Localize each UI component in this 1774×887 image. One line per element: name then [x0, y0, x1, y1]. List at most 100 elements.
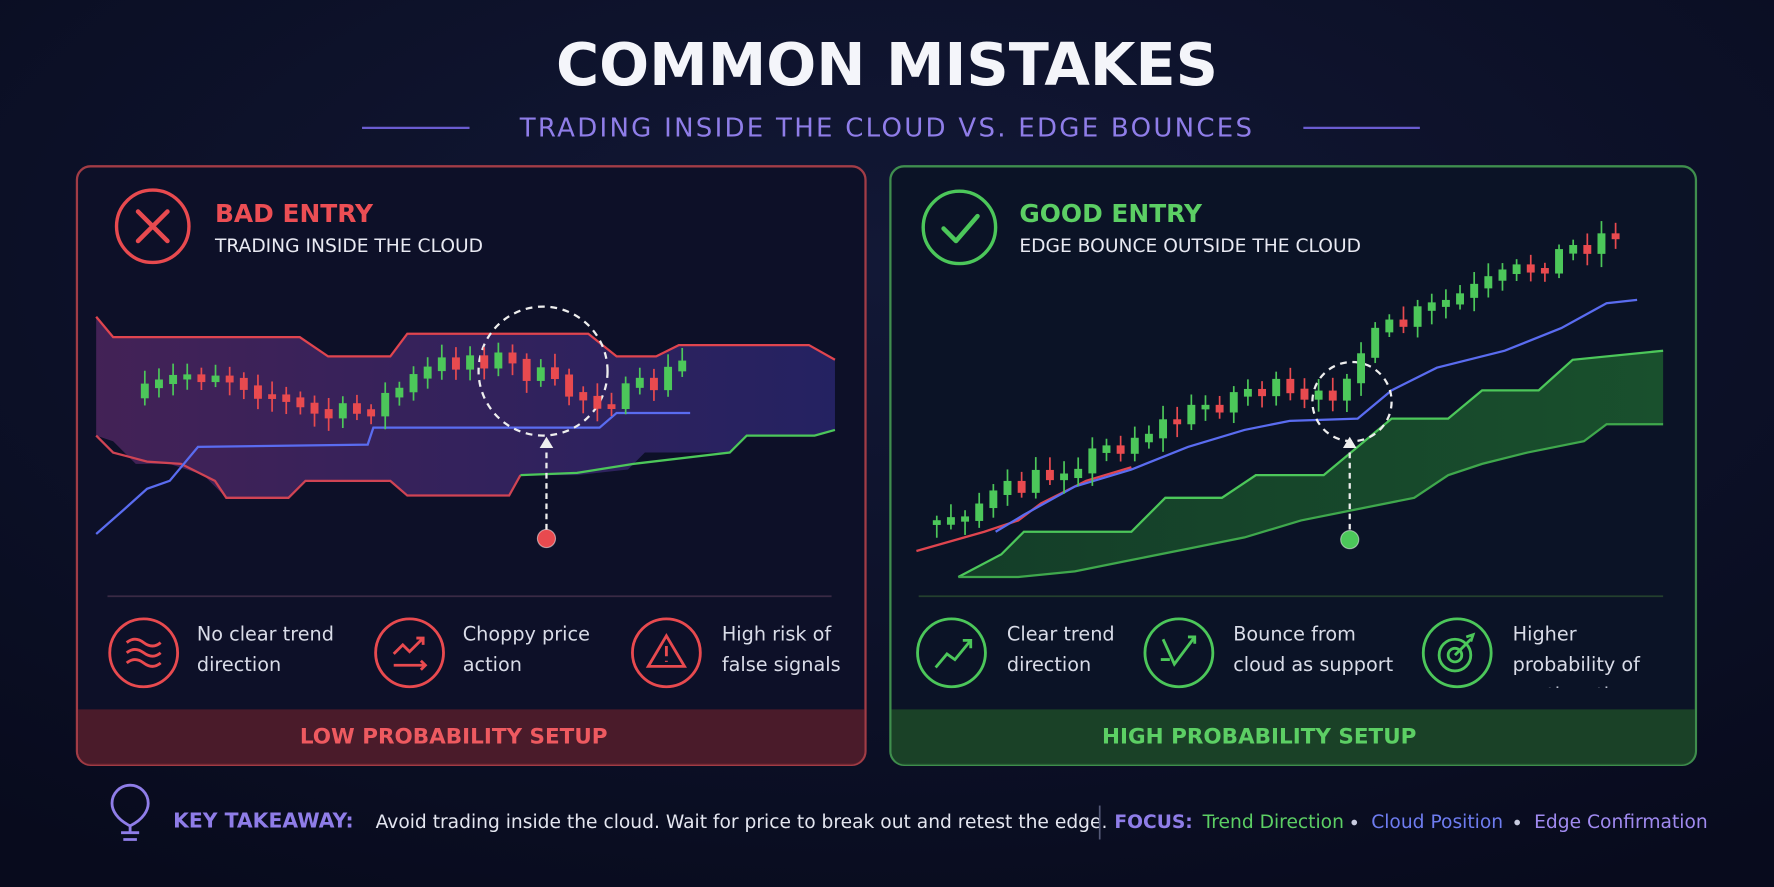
highlight [477, 305, 609, 437]
candle [1371, 327, 1380, 358]
candle [678, 360, 687, 372]
candle [565, 374, 574, 397]
candle [1540, 268, 1549, 274]
candle [946, 517, 955, 525]
base-line [95, 411, 691, 535]
point: Choppy price action [463, 623, 590, 676]
panel-subtitle: EDGE BOUNCE OUTSIDE THE CLOUD [1019, 236, 1361, 257]
candle [1130, 437, 1139, 454]
candle [536, 367, 545, 381]
candle [1498, 269, 1507, 281]
candle [211, 375, 220, 383]
candle [1272, 378, 1281, 397]
point: High risk of false signals [721, 623, 841, 677]
candle [1017, 480, 1026, 493]
pointer-head [539, 436, 554, 449]
candle [522, 358, 531, 381]
focus-label: FOCUS: [1114, 812, 1192, 833]
chart-bad [95, 305, 836, 549]
candle [466, 355, 475, 370]
candle [140, 383, 149, 399]
takeaway-label: KEY TAKEAWAY: [173, 808, 354, 832]
icon-trend [934, 638, 973, 669]
panel-label: BAD ENTRY [215, 199, 374, 228]
focus-item: Cloud Position [1371, 812, 1503, 833]
icon-bounce [1160, 635, 1197, 667]
base-line [995, 298, 1638, 533]
entry-dot [536, 528, 557, 549]
candle [975, 503, 984, 521]
focus-item: Edge Confirmation [1534, 812, 1708, 833]
icon-target [1437, 637, 1473, 673]
icon-warning [645, 633, 687, 668]
candle [253, 385, 262, 399]
candle [1229, 392, 1238, 413]
cloud-edge [95, 434, 522, 499]
candle [1187, 404, 1196, 425]
chart-good [916, 221, 1664, 579]
candle [1045, 469, 1054, 481]
icon-waves [125, 637, 162, 668]
candle [296, 397, 305, 408]
candle [550, 367, 559, 380]
candle [1470, 283, 1479, 298]
candle [338, 403, 347, 419]
candle [1215, 404, 1224, 413]
candle [1456, 293, 1465, 305]
icon-chop [392, 636, 428, 671]
candle [1427, 302, 1436, 311]
candle [1385, 319, 1394, 333]
candle [1102, 445, 1111, 453]
point-text: High risk of false signals [721, 623, 841, 677]
candle [183, 374, 192, 380]
candle [1328, 390, 1337, 401]
takeaway-text: Avoid trading inside the cloud. Wait for… [376, 812, 1108, 833]
candle [1286, 378, 1295, 394]
candle [1413, 306, 1422, 327]
candle [1031, 469, 1040, 493]
candle [1060, 473, 1069, 481]
candle [961, 516, 970, 522]
candle [607, 404, 616, 410]
candle [310, 402, 319, 414]
bulb [110, 783, 150, 833]
title: COMMON MISTAKES [556, 30, 1218, 99]
candle [1611, 233, 1620, 240]
candle [1003, 480, 1012, 495]
panel-label: GOOD ENTRY [1019, 199, 1203, 228]
candle [1399, 319, 1408, 327]
candle [1484, 276, 1493, 289]
check-icon [921, 189, 998, 266]
candle [1512, 264, 1521, 275]
candle [1173, 419, 1182, 425]
candle [1300, 388, 1309, 400]
candle [649, 377, 658, 391]
cloud-edge [957, 349, 1664, 579]
cloud [96, 316, 835, 498]
point-text: Higher probability of continuation [1512, 623, 1640, 687]
candle [1555, 249, 1563, 274]
candle [423, 366, 432, 379]
candle [1526, 264, 1535, 273]
candle [1201, 404, 1210, 410]
point-text: Clear trend direction [1006, 623, 1115, 677]
candle [1314, 390, 1323, 400]
x-icon [114, 188, 191, 265]
candle [1258, 388, 1267, 397]
point-text: No clear trend direction [196, 623, 334, 677]
panel-footer: LOW PROBABILITY SETUP [300, 725, 608, 750]
candle [480, 355, 489, 369]
point: Higher probability of continuation [1512, 623, 1640, 687]
focus-item: Trend Direction [1202, 812, 1344, 833]
footer-band [891, 709, 1695, 765]
candle [169, 374, 178, 385]
candle [1357, 353, 1366, 384]
candle [1074, 468, 1083, 479]
candle [197, 374, 206, 383]
panel-subtitle: TRADING INSIDE THE CLOUD [214, 236, 483, 257]
bullet [1351, 819, 1358, 826]
candle [1569, 245, 1578, 254]
candle [437, 357, 446, 372]
